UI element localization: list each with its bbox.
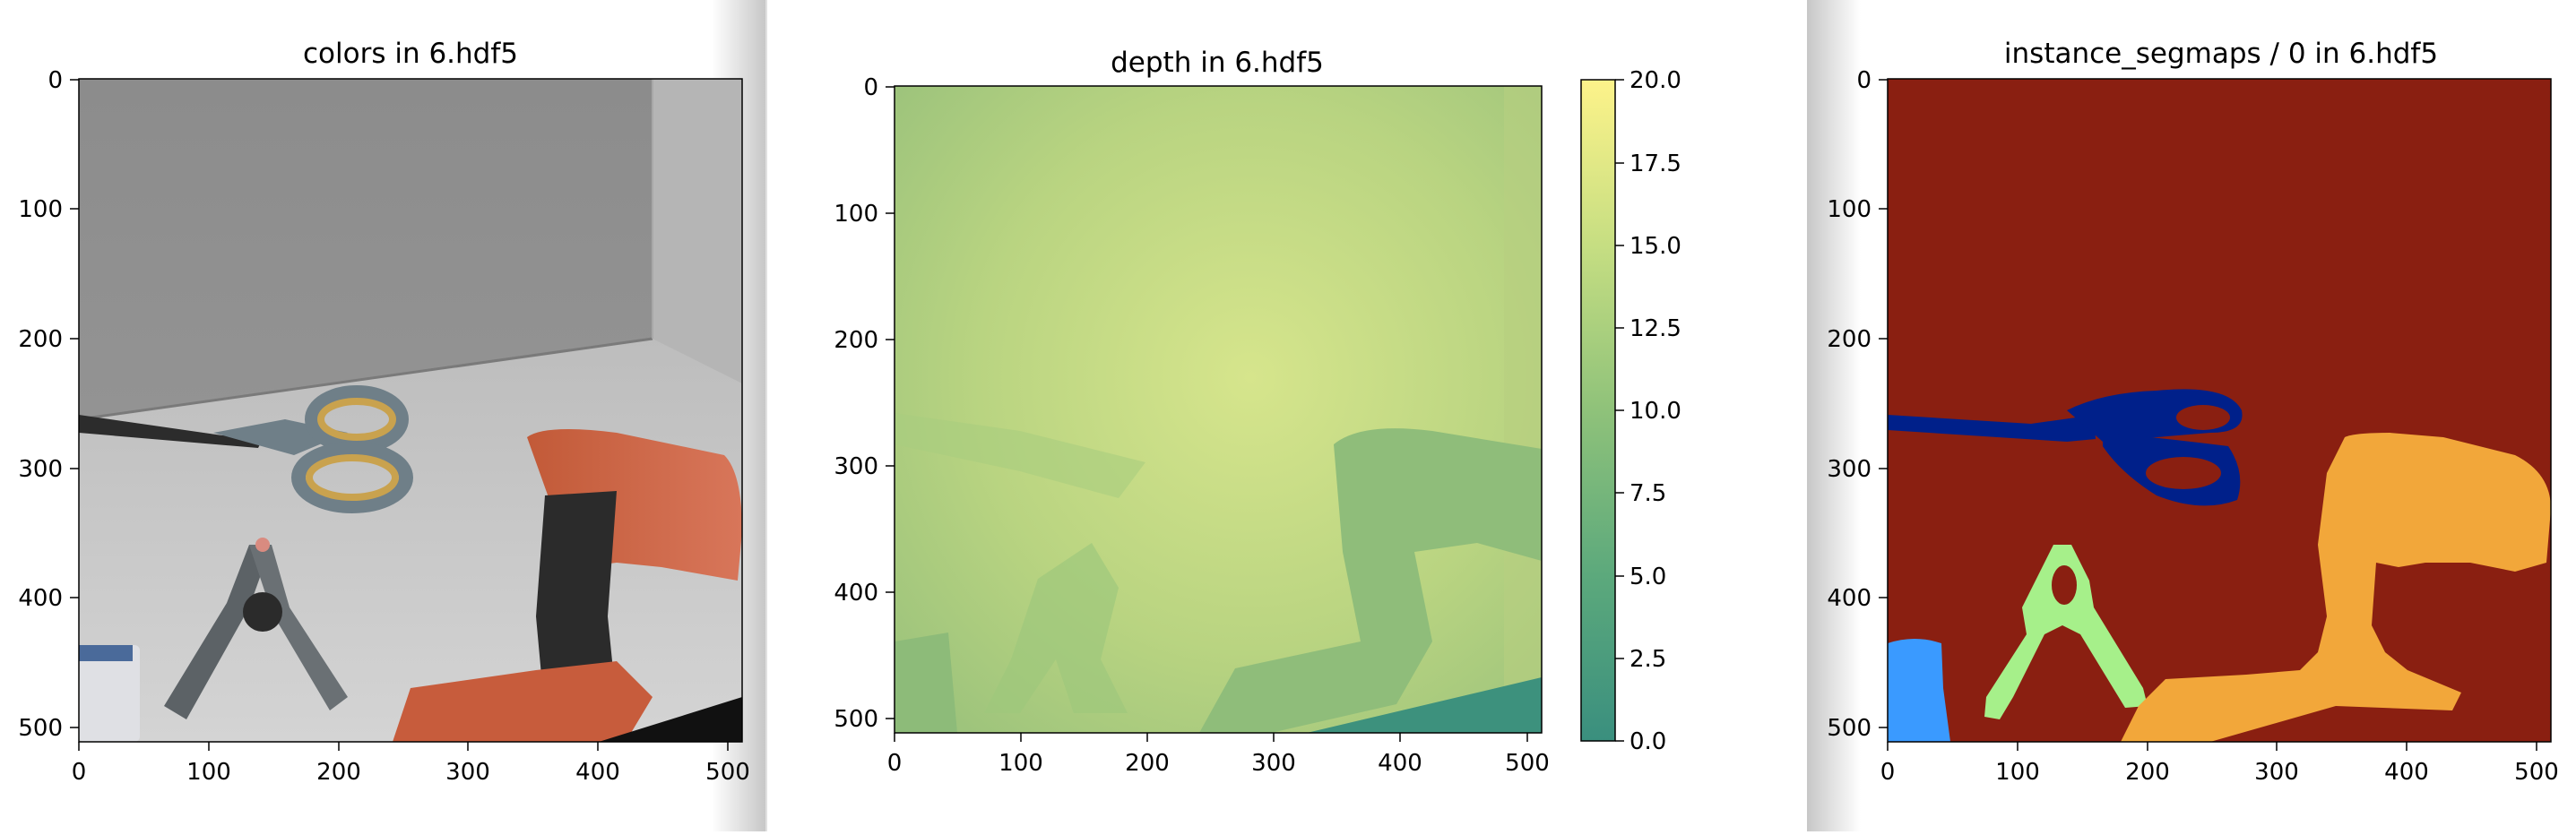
near-edge-depth — [1307, 677, 1542, 733]
clamp-object — [164, 538, 348, 719]
depth-panel: depth in 6.hdf5 0 100 200 300 400 500 — [767, 0, 1807, 831]
colors-panel: colors in 6.hdf5 — [0, 0, 765, 831]
segmap-image — [1888, 79, 2551, 742]
drill-depth-silhouette — [1199, 428, 1542, 733]
bottle-depth-silhouette — [895, 633, 957, 733]
x-tick-label: 500 — [1505, 750, 1550, 777]
y-tick-label: 300 — [1827, 456, 1871, 483]
colors-title: colors in 6.hdf5 — [303, 38, 518, 70]
colorbar-tick-label: 2.5 — [1629, 646, 1666, 673]
colorbar-tick-label: 20.0 — [1629, 67, 1681, 94]
y-tick-label: 400 — [18, 585, 63, 612]
x-tick-label: 0 — [887, 750, 903, 777]
x-tick-label: 300 — [445, 759, 490, 786]
drill-object — [393, 429, 742, 742]
segmap-y-ticks: 0 100 200 300 400 500 — [1827, 67, 1888, 742]
x-tick-label: 200 — [316, 759, 361, 786]
depth-figure: depth in 6.hdf5 0 100 200 300 400 500 — [834, 47, 1681, 777]
y-tick-label: 300 — [18, 456, 63, 483]
y-tick-label: 0 — [863, 74, 878, 101]
y-tick-label: 0 — [48, 67, 63, 94]
x-tick-label: 200 — [1125, 750, 1170, 777]
clamp-depth-silhouette — [984, 543, 1128, 713]
colors-image — [78, 79, 742, 742]
segment-drill — [2121, 433, 2551, 742]
x-tick-label: 400 — [2384, 759, 2429, 786]
y-tick-label: 400 — [834, 580, 878, 607]
y-tick-label: 500 — [18, 715, 63, 742]
segmap-figure: instance_segmaps / 0 in 6.hdf5 — [1827, 38, 2559, 786]
scissors-hole — [2146, 457, 2221, 489]
x-tick-label: 100 — [1995, 759, 2040, 786]
colors-figure: colors in 6.hdf5 — [18, 38, 750, 786]
x-tick-label: 400 — [1378, 750, 1422, 777]
colors-axes-frame — [78, 78, 743, 743]
panel-divider — [765, 0, 767, 831]
scissors-object — [79, 385, 413, 513]
bottle-object — [79, 645, 140, 742]
y-tick-label: 100 — [1827, 196, 1871, 223]
depth-image — [895, 86, 1542, 733]
x-tick-label: 100 — [998, 750, 1043, 777]
y-tick-label: 500 — [1827, 715, 1871, 742]
scissors-hole — [2176, 405, 2230, 430]
depth-title: depth in 6.hdf5 — [1111, 47, 1324, 79]
depth-y-ticks: 0 100 200 300 400 500 — [834, 74, 895, 733]
y-tick-label: 200 — [18, 326, 63, 353]
colorbar-ticks: 0.0 2.5 5.0 7.5 10.0 12.5 15.0 17.5 20.0 — [1615, 67, 1681, 755]
x-tick-label: 500 — [2514, 759, 2559, 786]
x-tick-label: 0 — [72, 759, 87, 786]
x-tick-label: 0 — [1880, 759, 1896, 786]
y-tick-label: 300 — [834, 453, 878, 480]
x-tick-label: 100 — [186, 759, 231, 786]
y-tick-label: 0 — [1856, 67, 1871, 94]
y-tick-label: 100 — [834, 201, 878, 228]
depth-colorbar — [1580, 79, 1616, 742]
wall-floor-edge — [78, 337, 653, 421]
segment-bottle — [1888, 639, 1950, 742]
segmap-title: instance_segmaps / 0 in 6.hdf5 — [2004, 38, 2438, 70]
y-tick-label: 400 — [1827, 585, 1871, 612]
x-tick-label: 300 — [1251, 750, 1296, 777]
colors-x-ticks: 0 100 200 300 400 500 — [72, 742, 750, 786]
segmap-panel: instance_segmaps / 0 in 6.hdf5 — [1807, 0, 2576, 831]
colorbar-tick-label: 5.0 — [1629, 564, 1666, 590]
bottle-cap — [79, 645, 133, 661]
colors-y-ticks: 0 100 200 300 400 500 — [18, 67, 79, 742]
panel-divider-shadow — [1807, 0, 1861, 831]
x-tick-label: 500 — [705, 759, 750, 786]
depth-axes-frame — [894, 85, 1543, 734]
colorbar-tick-label: 17.5 — [1629, 151, 1681, 177]
y-tick-label: 200 — [834, 327, 878, 354]
colorbar-tick-label: 0.0 — [1629, 728, 1666, 755]
clamp-hole — [2052, 565, 2077, 605]
y-tick-label: 100 — [18, 196, 63, 223]
colorbar-tick-label: 15.0 — [1629, 233, 1681, 260]
y-tick-label: 500 — [834, 706, 878, 733]
x-tick-label: 200 — [2125, 759, 2170, 786]
colorbar-tick-label: 10.0 — [1629, 398, 1681, 425]
x-tick-label: 400 — [575, 759, 620, 786]
segmap-x-ticks: 0 100 200 300 400 500 — [1880, 742, 2559, 786]
segmap-axes-frame — [1887, 78, 2552, 743]
segment-clamp — [1984, 545, 2148, 719]
colorbar-tick-label: 7.5 — [1629, 480, 1666, 507]
x-tick-label: 300 — [2254, 759, 2299, 786]
depth-x-ticks: 0 100 200 300 400 500 — [887, 733, 1550, 777]
scissors-depth-silhouette — [895, 413, 1145, 498]
colorbar-tick-label: 12.5 — [1629, 315, 1681, 342]
y-tick-label: 200 — [1827, 326, 1871, 353]
